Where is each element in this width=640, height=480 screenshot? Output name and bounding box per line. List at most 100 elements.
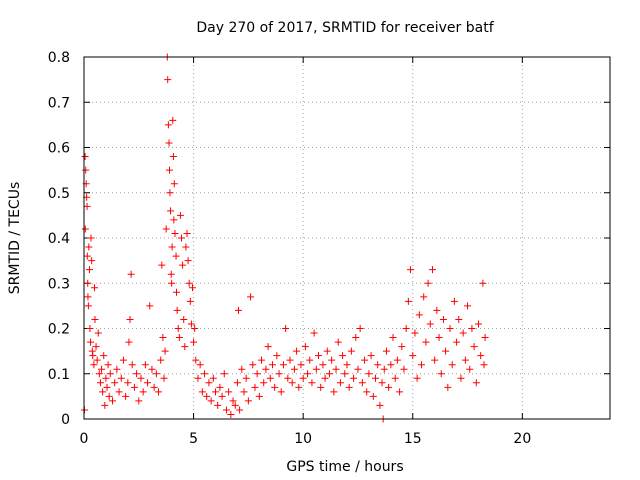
data-point	[306, 356, 314, 364]
data-point	[262, 365, 270, 373]
data-point	[85, 266, 93, 274]
data-point	[127, 270, 135, 278]
data-point	[345, 383, 353, 391]
data-point	[90, 361, 98, 369]
x-tick-label: 15	[404, 431, 422, 447]
data-point	[431, 356, 439, 364]
data-point	[347, 347, 355, 355]
data-point	[184, 257, 192, 265]
data-point	[350, 374, 358, 382]
data-point	[387, 361, 395, 369]
data-point	[86, 325, 94, 332]
data-point	[356, 325, 364, 332]
data-point	[105, 392, 113, 400]
data-point	[426, 320, 434, 328]
data-point	[159, 334, 167, 342]
data-point	[402, 325, 410, 332]
data-point	[297, 361, 305, 369]
data-point	[286, 356, 294, 364]
data-point	[152, 370, 160, 378]
data-point	[111, 379, 119, 387]
data-point	[242, 374, 250, 382]
data-point	[301, 343, 309, 351]
data-point	[295, 383, 303, 391]
data-point	[101, 401, 109, 409]
data-point	[352, 334, 360, 342]
data-point	[380, 365, 388, 373]
data-point	[83, 202, 91, 210]
y-tick-label: 0.4	[48, 231, 70, 247]
data-point	[170, 216, 178, 224]
data-point	[358, 379, 366, 387]
data-point	[396, 388, 404, 396]
data-point	[194, 374, 202, 382]
data-point	[99, 388, 107, 396]
data-point	[172, 288, 180, 296]
data-point	[126, 315, 134, 323]
data-point	[472, 379, 480, 387]
data-point	[393, 356, 401, 364]
data-point	[87, 234, 95, 242]
x-tick-label: 10	[294, 431, 312, 447]
x-tick-label: 0	[80, 431, 89, 447]
data-point	[407, 266, 415, 274]
data-point	[439, 315, 447, 323]
data-point	[361, 356, 369, 364]
data-point	[169, 153, 177, 161]
data-point	[186, 297, 194, 305]
data-point	[88, 257, 96, 265]
data-point	[93, 356, 101, 364]
data-point	[146, 302, 154, 310]
data-point	[176, 211, 184, 219]
data-point	[81, 225, 89, 233]
y-tick-label: 0.6	[48, 141, 70, 157]
data-point	[174, 325, 182, 332]
data-point	[216, 383, 224, 391]
data-point	[389, 334, 397, 342]
data-point	[166, 189, 174, 197]
data-point	[227, 410, 235, 418]
data-point	[442, 347, 450, 355]
data-point	[95, 370, 103, 378]
data-point	[470, 343, 478, 351]
data-point	[409, 352, 417, 360]
data-point	[308, 379, 316, 387]
data-point	[288, 379, 296, 387]
data-point	[172, 252, 180, 260]
data-point	[325, 370, 333, 378]
data-point	[321, 374, 329, 382]
data-point	[168, 243, 176, 251]
data-point	[150, 383, 158, 391]
data-point	[106, 370, 114, 378]
data-point	[391, 374, 399, 382]
data-point	[479, 279, 487, 287]
data-point	[275, 370, 283, 378]
data-point	[319, 361, 327, 369]
data-point	[418, 361, 426, 369]
data-point	[382, 347, 390, 355]
data-point	[260, 379, 268, 387]
data-point	[84, 279, 92, 287]
data-point	[89, 352, 97, 360]
data-point	[330, 388, 338, 396]
data-point	[103, 383, 111, 391]
data-point	[83, 252, 91, 260]
data-point	[437, 370, 445, 378]
data-point	[190, 338, 198, 346]
data-point	[481, 334, 489, 342]
data-point	[173, 306, 181, 314]
data-point	[84, 302, 92, 310]
data-point	[113, 365, 121, 373]
x-tick-label: 20	[513, 431, 531, 447]
data-point	[236, 406, 244, 414]
data-point	[164, 121, 172, 129]
data-point	[82, 166, 90, 174]
y-tick-label: 0.7	[48, 95, 70, 111]
data-point	[158, 261, 166, 269]
y-tick-label: 0.3	[48, 276, 70, 292]
data-point	[137, 374, 145, 382]
data-point	[125, 338, 133, 346]
data-point	[411, 329, 419, 337]
data-point	[98, 365, 106, 373]
